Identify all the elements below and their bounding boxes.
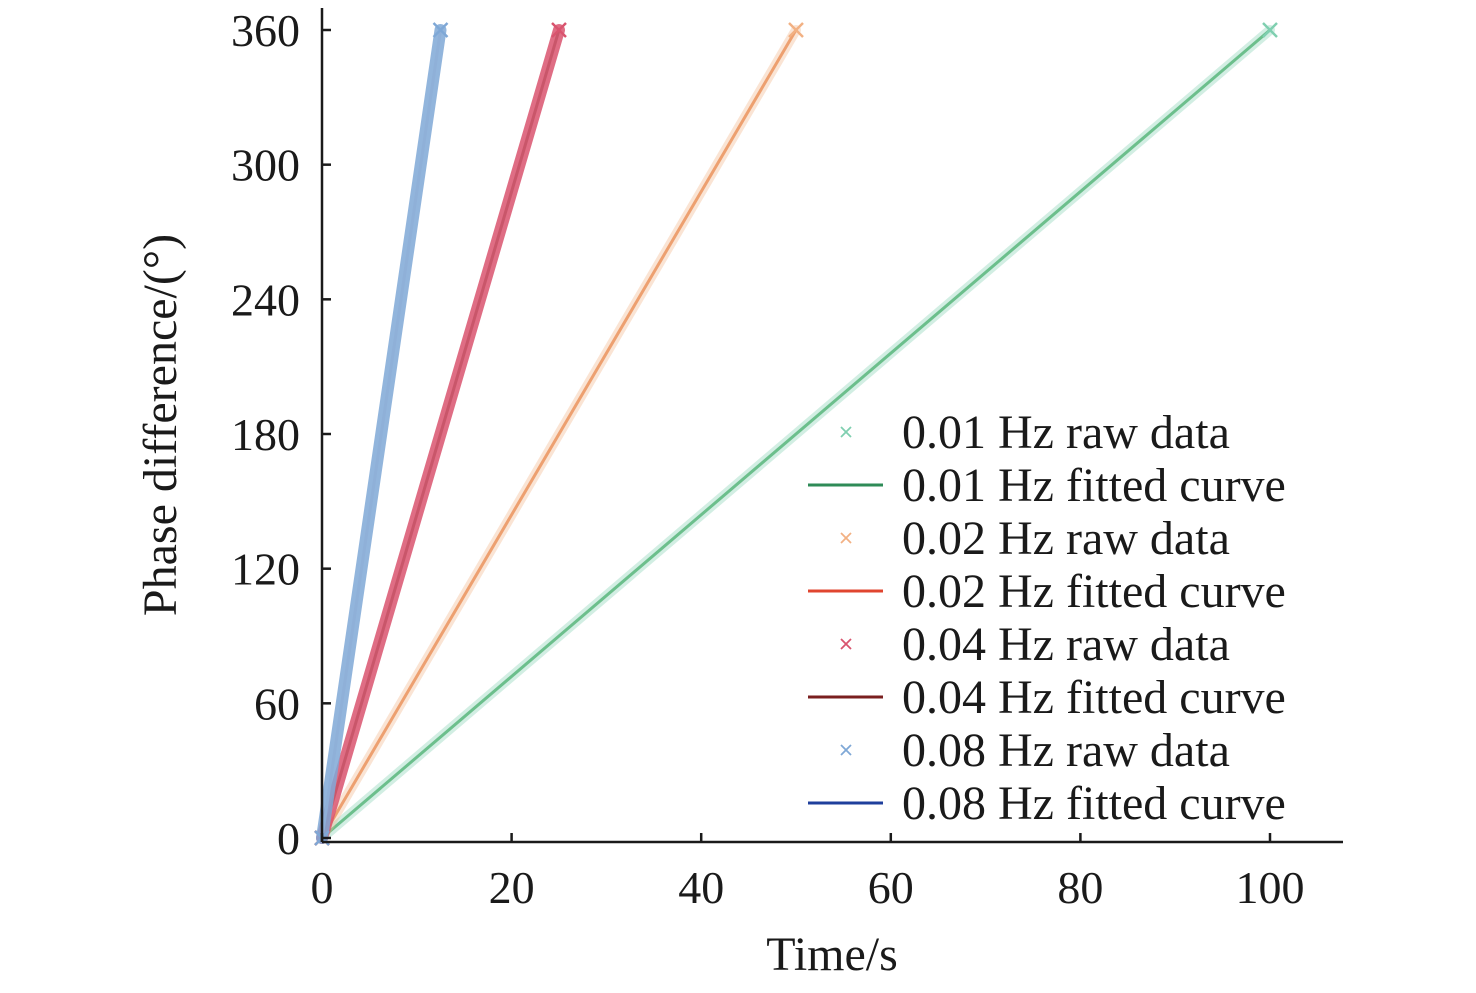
legend-label: 0.04 Hz fitted curve	[902, 671, 1286, 724]
legend-item-0-02-hz-raw-data: 0.02 Hz raw data	[840, 512, 1230, 565]
y-tick-label-240: 240	[231, 274, 300, 325]
x-axis-title: Time/s	[766, 928, 898, 981]
series-0-04-hz-fitted-curve	[320, 29, 561, 839]
y-tick-label-120: 120	[231, 544, 300, 595]
point-0-02-hz-raw-data-1	[788, 22, 804, 38]
y-tick-label-60: 60	[254, 678, 300, 729]
x-tick-label-100: 100	[1236, 862, 1305, 913]
legend-label: 0.08 Hz fitted curve	[902, 777, 1286, 830]
x-tick-label-20: 20	[489, 862, 535, 913]
legend-label: 0.01 Hz fitted curve	[902, 459, 1286, 512]
y-tick-label-180: 180	[231, 409, 300, 460]
x-tick-label-40: 40	[678, 862, 724, 913]
legend-label: 0.02 Hz fitted curve	[902, 565, 1286, 618]
x-tick-label-0: 0	[311, 862, 334, 913]
legend-marker-x	[840, 532, 852, 544]
legend-item-0-02-hz-fitted-curve: 0.02 Hz fitted curve	[808, 565, 1286, 618]
point-0-04-hz-raw-data-1	[551, 22, 567, 38]
legend-label: 0.08 Hz raw data	[902, 724, 1230, 777]
y-tick-label-360: 360	[231, 5, 300, 56]
axes: 0 60 120 180 240 300 360 0 20 40 60 80 100 Time/s Phas…	[134, 5, 1343, 981]
legend-item-0-08-hz-fitted-curve: 0.08 Hz fitted curve	[808, 777, 1286, 830]
legend-item-0-01-hz-raw-data: 0.01 Hz raw data	[840, 406, 1230, 459]
series-0-02-hz-fitted-curve	[320, 29, 798, 839]
legend-label: 0.02 Hz raw data	[902, 512, 1230, 565]
series-0-01-hz-fitted-curve	[321, 28, 1271, 840]
legend-marker-x	[840, 744, 852, 756]
legend-label: 0.01 Hz raw data	[902, 406, 1230, 459]
y-tick-label-0: 0	[277, 813, 300, 864]
legend-label: 0.04 Hz raw data	[902, 618, 1230, 671]
point-0-01-hz-raw-data-1	[1262, 22, 1278, 38]
series-0-08-hz-fitted-curve	[320, 29, 442, 839]
legend-marker-x	[840, 426, 852, 438]
point-0-08-hz-raw-data-1	[432, 22, 449, 38]
legend-item-0-04-hz-fitted-curve: 0.04 Hz fitted curve	[808, 671, 1286, 724]
plot-area	[314, 22, 1278, 846]
y-axis-title: Phase difference/(°)	[134, 234, 187, 616]
x-tick-label-80: 80	[1057, 862, 1103, 913]
legend-marker-x	[840, 638, 852, 650]
legend-item-0-04-hz-raw-data: 0.04 Hz raw data	[840, 618, 1230, 671]
legend-item-0-01-hz-fitted-curve: 0.01 Hz fitted curve	[808, 459, 1286, 512]
x-tick-label-60: 60	[868, 862, 914, 913]
legend-item-0-08-hz-raw-data: 0.08 Hz raw data	[840, 724, 1230, 777]
y-tick-label-300: 300	[231, 140, 300, 191]
